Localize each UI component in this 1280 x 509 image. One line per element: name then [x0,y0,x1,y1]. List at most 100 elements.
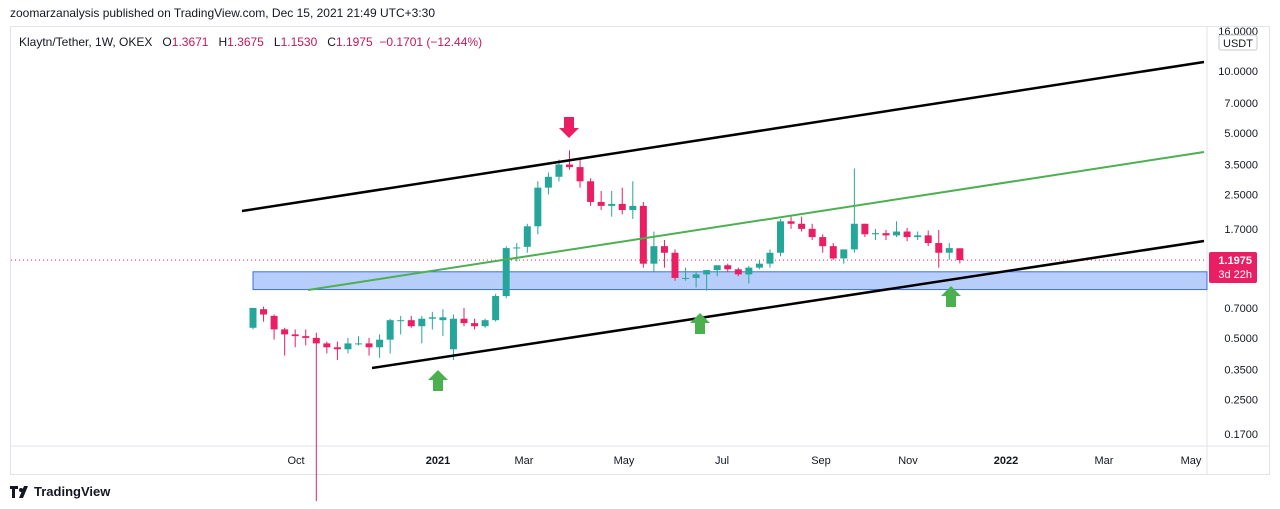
candle-body [270,315,278,330]
candle-body [449,318,457,350]
close-label: C [327,35,336,49]
candle-body [344,343,352,350]
price-tick-label: 1.7000 [1224,224,1258,236]
price-tag-value: 1.1975 [1218,255,1252,267]
down-arrow-icon [559,117,579,138]
high-label: H [218,35,228,49]
change-value: −0.1701 (−12.44%) [379,35,483,49]
candle-body [323,343,331,348]
up-arrow-icon [690,313,710,334]
candle-body [914,235,922,238]
high-value: 1.3675 [227,35,264,49]
time-tick-label: Mar [1095,455,1114,467]
price-tick-label: 0.1700 [1224,429,1258,441]
candle-body [945,248,953,253]
candle-body [924,235,932,244]
candle-body [819,237,827,247]
currency-label: USDT [1223,38,1253,50]
candle-body [355,343,362,345]
candle-body [281,329,289,335]
price-tick-label: 3.5000 [1224,160,1258,172]
price-tick-label: 0.5000 [1224,333,1258,345]
candle-body [439,317,447,321]
time-tick-label: May [1181,455,1202,467]
price-tag [1209,252,1257,283]
candle-body [566,164,573,168]
currency-badge [1218,34,1258,51]
channel-mid-line [307,151,1205,291]
candle-body [513,247,521,249]
channel-upper-line [241,60,1205,213]
open-value: 1.3671 [171,35,209,49]
candle-body [935,243,943,253]
candle-body [376,339,384,348]
candle-body [291,334,299,337]
price-tick-label: 5.0000 [1224,128,1258,140]
candle-body [713,265,721,271]
demand-zone [252,271,1208,291]
candle-body [428,317,436,319]
candle-body [692,274,700,278]
candle-body [460,318,468,324]
candle-body [471,323,479,327]
candle-body [618,203,626,211]
candle-body [312,337,320,344]
price-tick-label: 0.3500 [1224,365,1258,377]
candle-body [808,228,816,238]
open-label: O [162,35,172,49]
up-arrow-icon [941,286,961,307]
symbol-legend: Klaytn/Tether, 1W, OKEX O1.3671 H1.3675 … [19,35,482,49]
candle-body [492,296,500,321]
candle-body [587,181,595,202]
candle-body [956,248,964,261]
time-tick-label: Nov [898,455,918,467]
candle-body [544,176,552,188]
time-tick-label: 2022 [994,455,1018,467]
tradingview-icon [10,485,28,498]
channel-lower-line [371,239,1205,370]
candle-body [660,246,668,253]
tradingview-logo[interactable]: TradingView [10,484,110,499]
candle-body [882,233,890,236]
chart-frame [10,26,1270,475]
time-tick-label: Sep [811,455,831,467]
candle-body [502,248,510,297]
candle-body [850,223,858,250]
candle-body [650,246,658,264]
candle-body [397,320,405,322]
candle-body [534,187,542,227]
symbol-name: Klaytn/Tether, 1W, OKEX [19,35,153,49]
candle-body [703,270,711,275]
candle-body [555,164,563,177]
candle-body [903,231,911,238]
time-tick-label: Mar [515,455,534,467]
up-arrow-icon [428,370,448,391]
candle-body [893,231,901,236]
time-tick-label: Oct [287,455,304,467]
price-tick-label: 7.0000 [1224,98,1258,110]
candle-body [840,249,848,259]
price-tag-countdown: 3d 22h [1218,269,1252,281]
candle-body [745,267,753,275]
candle-body [798,223,806,229]
candle-body [365,343,373,348]
time-tick-label: May [614,455,635,467]
candle-body [829,246,837,259]
price-tick-label: 0.7000 [1224,303,1258,315]
candle-body [787,221,795,224]
low-value: 1.1530 [280,35,318,49]
candle-body [682,277,690,279]
candle-body [597,201,605,206]
close-value: 1.1975 [335,35,373,49]
candle-body [481,320,489,327]
candle-body [260,309,268,315]
time-tick-label: Jul [715,455,729,467]
price-tick-label: 0.2500 [1224,395,1258,407]
candle-body [418,318,426,327]
candle-body [724,265,732,270]
candle-body [766,252,774,264]
time-tick-label: 2021 [426,455,450,467]
price-tick-label: 2.5000 [1224,190,1258,202]
candle-body [734,269,742,275]
